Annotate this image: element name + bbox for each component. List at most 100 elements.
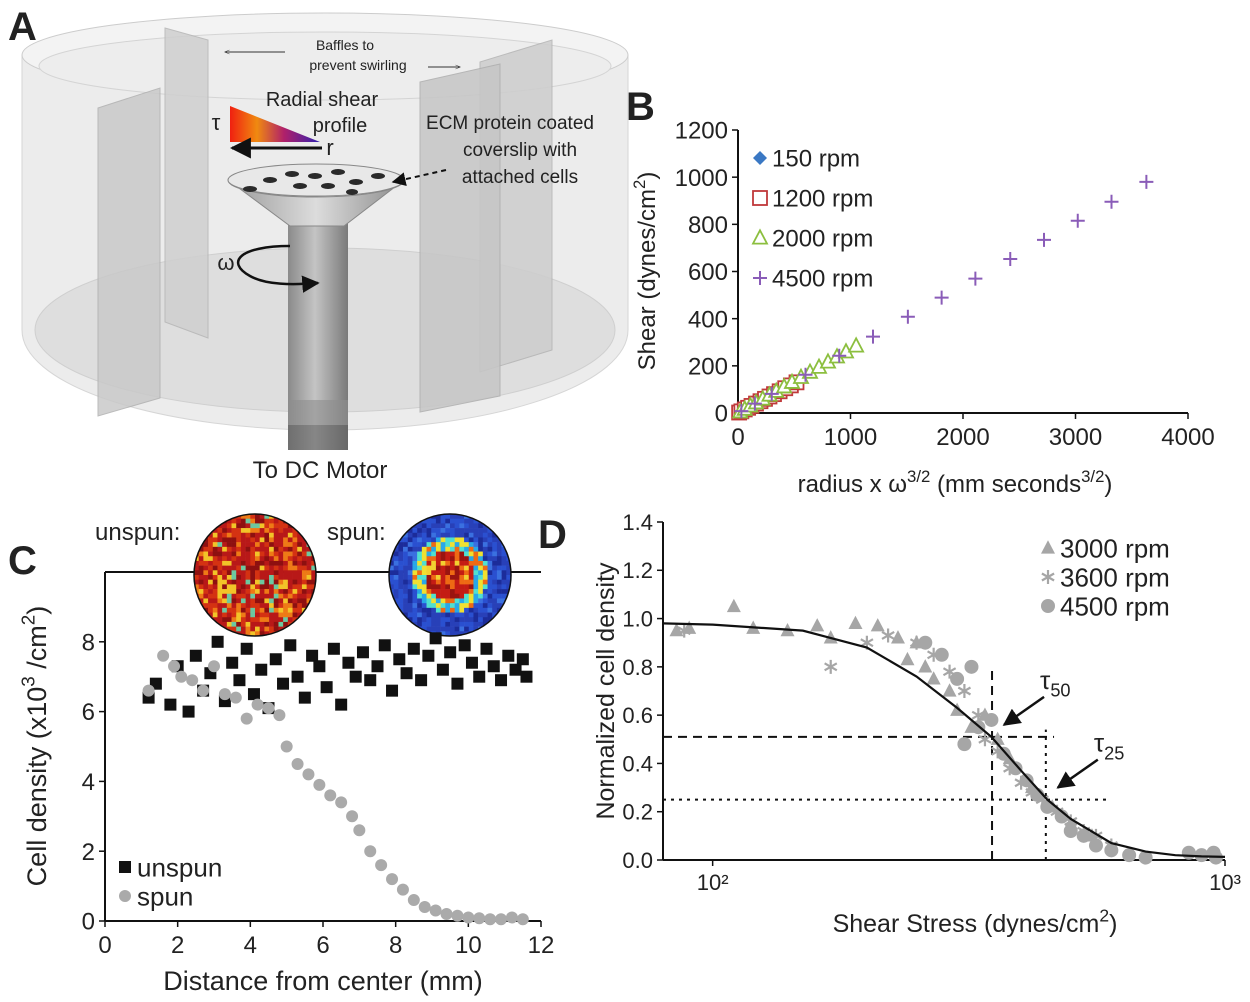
heatmap-cell (473, 617, 479, 623)
heatmap-cell (278, 532, 284, 538)
heatmap-cell (273, 528, 279, 534)
heatmap-cell (501, 584, 507, 590)
heatmap-cell (482, 537, 488, 543)
y-tick-label: 0 (82, 909, 95, 936)
heatmap-cell (194, 579, 199, 585)
heatmap-cell (445, 546, 451, 552)
heatmap-cell (208, 598, 214, 604)
data-point (1104, 843, 1119, 858)
heatmap-cell (496, 593, 502, 599)
heatmap-cell (482, 542, 488, 548)
heatmap-cell (273, 621, 279, 627)
heatmap-cell (445, 575, 451, 580)
heatmap-cell (217, 603, 223, 609)
heatmap-cell (398, 598, 404, 604)
heatmap-cell (435, 626, 441, 632)
heatmap-cell (311, 584, 316, 590)
heatmap-cell (492, 537, 498, 543)
heatmap-cell (407, 584, 413, 590)
heatmap-cell (236, 598, 242, 604)
heatmap-cell (482, 565, 488, 571)
heatmap-cell (231, 603, 237, 609)
heatmap-cell (496, 551, 502, 557)
heatmap-cell (222, 537, 228, 543)
heatmap-cell (203, 570, 209, 576)
heatmap-cell (222, 565, 228, 571)
heatmap-cell (306, 551, 312, 557)
heatmap-cell (393, 579, 399, 585)
heatmap-cell (506, 575, 511, 580)
heatmap-cell (264, 621, 270, 627)
heatmap-cell (203, 546, 209, 552)
heatmap-cell (417, 528, 423, 534)
data-point (364, 674, 377, 687)
heatmap-cell (403, 607, 409, 613)
data-point (211, 635, 224, 648)
heatmap-cell (226, 565, 232, 571)
heatmap-cell (403, 612, 409, 618)
data-point (189, 649, 202, 662)
heatmap-cell (236, 593, 242, 599)
heatmap-cell (297, 560, 303, 566)
heatmap-cell (459, 579, 465, 585)
heatmap-cell (269, 528, 275, 534)
heatmap-cell (435, 584, 441, 590)
data-point (1019, 773, 1034, 788)
heatmap-cell (203, 598, 209, 604)
heatmap-cell (435, 575, 441, 580)
data-point (182, 705, 195, 718)
heatmap-cell (426, 523, 432, 529)
heatmap-cell (450, 593, 455, 599)
heatmap-cell (393, 565, 399, 571)
heatmap-cell (301, 579, 307, 585)
heatmap-cell (482, 593, 488, 599)
heatmap-cell (482, 598, 488, 604)
legend-marker (1041, 570, 1055, 584)
heatmap-cell (278, 537, 284, 543)
heatmap-cell (459, 612, 465, 618)
heatmap-cell (464, 551, 470, 557)
data-point (677, 623, 691, 638)
heatmap-cell (478, 556, 484, 562)
heatmap-cell (259, 556, 265, 562)
heatmap-cell (255, 523, 260, 529)
heatmap-cell (264, 612, 270, 618)
heatmap-cell (468, 532, 474, 538)
heatmap-cell (292, 556, 298, 562)
heatmap-cell (264, 560, 270, 566)
legend-label: 3600 rpm (1060, 562, 1170, 592)
x-tick-label: 10 (455, 932, 482, 959)
heatmap-cell (407, 593, 413, 599)
heatmap-cell (245, 565, 251, 571)
heatmap-cell (198, 598, 204, 604)
heatmap-cell (245, 518, 251, 524)
heatmap-cell (259, 518, 265, 524)
heatmap-cell (250, 621, 256, 627)
heatmap-cell (445, 560, 451, 566)
heatmap-cell (240, 631, 246, 636)
heatmap-cell (393, 593, 399, 599)
heatmap-cell (255, 603, 260, 609)
data-point (277, 677, 290, 690)
heatmap-cell (473, 518, 479, 524)
heatmap-cell (403, 593, 409, 599)
heatmap-cell (393, 598, 399, 604)
heatmap-cell (198, 589, 204, 595)
data-point (890, 630, 905, 644)
y-tick-label: 1.0 (622, 606, 653, 631)
heatmap-cell (412, 575, 418, 580)
heatmap-cell (435, 621, 441, 627)
heatmap-cell (412, 528, 418, 534)
superscript: 2 (1099, 906, 1109, 926)
heatmap-cell (482, 579, 488, 585)
data-point (516, 653, 529, 666)
heatmap-cell (245, 631, 251, 636)
heatmap-cell (421, 523, 427, 529)
data-point (229, 691, 242, 704)
heatmap-cell (454, 565, 460, 571)
y-tick-label: 0 (715, 401, 728, 428)
heatmap-cell (287, 598, 293, 604)
data-point (1194, 848, 1209, 863)
heatmap-cell (240, 560, 246, 566)
heatmap-cell (245, 575, 251, 580)
